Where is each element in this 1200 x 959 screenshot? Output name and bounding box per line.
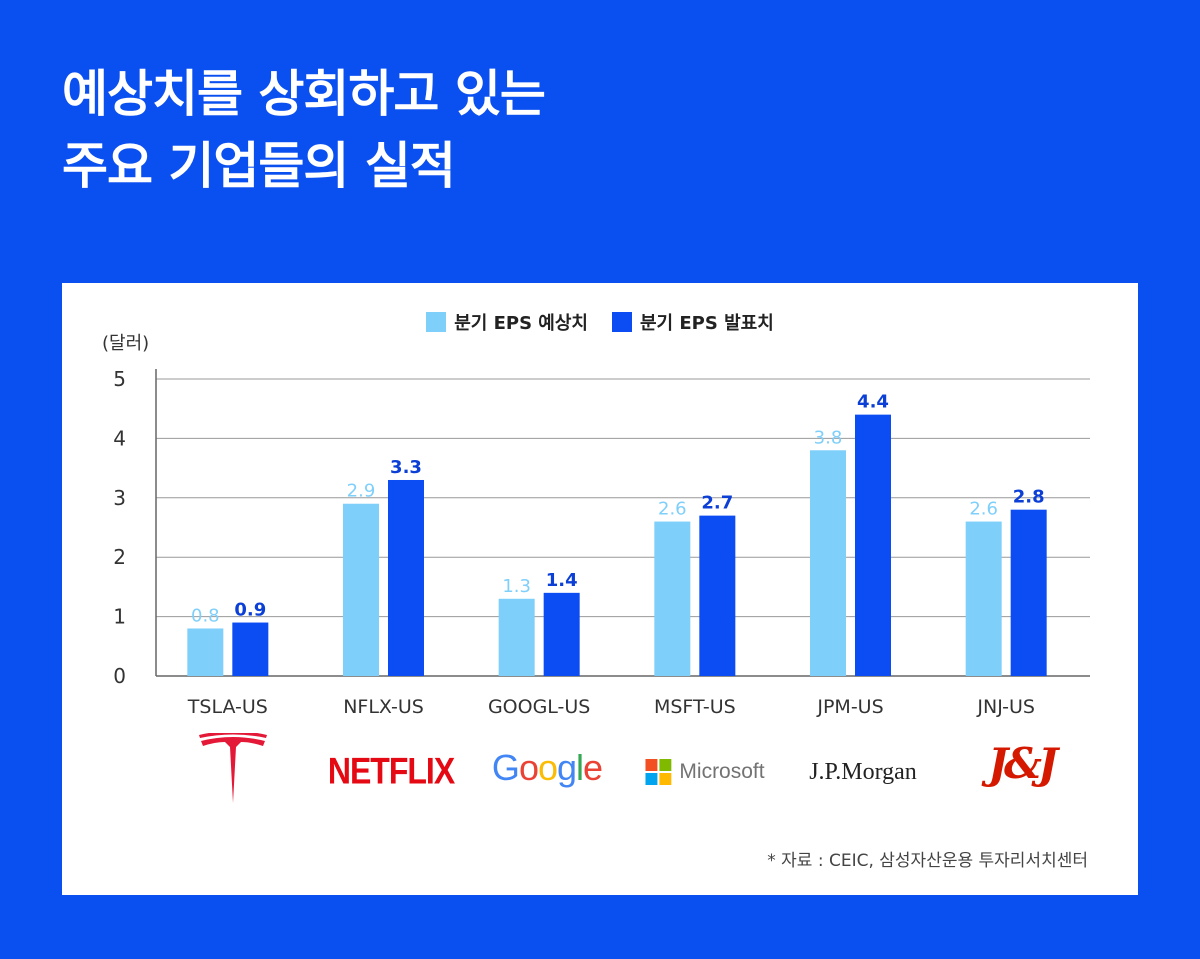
title-line-1: 예상치를 상회하고 있는 [62,65,546,123]
x-tick-label: JPM-US [816,696,883,718]
google-letter: e [583,747,603,788]
bar-actual [1010,509,1047,676]
data-label-estimate: 2.9 [347,481,376,502]
y-tick-label: 0 [113,664,126,688]
google-logo: Google [491,747,603,789]
bar-actual [699,515,736,676]
google-letter: g [557,747,577,788]
legend-label-estimate: 분기 EPS 예상치 [454,313,588,334]
microsoft-logo: Microsoft [645,759,765,785]
bar-estimate [965,521,1002,676]
data-label-estimate: 1.3 [502,576,531,597]
y-tick-label: 2 [113,545,126,569]
legend-item-estimate: 분기 EPS 예상치 [426,309,588,335]
bar-actual [855,414,891,676]
bar-estimate [498,598,535,676]
data-label-actual: 2.8 [1013,487,1045,508]
x-tick-label: NFLX-US [343,696,424,718]
chart-card: 분기 EPS 예상치 분기 EPS 발표치 (달러) 0 1 2 3 4 5 0.8 0.9 T… [62,283,1138,895]
y-tick-label: 3 [113,486,126,510]
google-letter: o [537,747,558,788]
bar-estimate [654,521,691,676]
bar-estimate [343,503,379,676]
source-note: * 자료 : CEIC, 삼성자산운용 투자리서치센터 [767,851,1088,871]
x-tick-label: GOOGL-US [488,696,590,718]
data-label-estimate: 2.6 [658,499,687,520]
page-title: 예상치를 상회하고 있는 주요 기업들의 실적 [62,58,546,202]
tesla-icon [199,731,267,803]
bar-estimate [810,450,846,676]
google-letter: l [576,747,584,788]
bar-actual [543,592,580,676]
bar-actual [388,479,424,676]
legend-swatch-actual [612,312,632,332]
netflix-logo: NETFLIX [327,750,455,792]
x-tick-label: TSLA-US [187,696,268,718]
x-tick-label: MSFT-US [654,696,736,718]
legend-item-actual: 분기 EPS 발표치 [612,309,774,335]
legend-label-actual: 분기 EPS 발표치 [640,313,774,334]
x-tick-label: JNJ-US [976,696,1035,718]
tesla-logo [195,731,271,813]
data-label-actual: 1.4 [546,570,578,591]
y-tick-label: 4 [113,426,126,450]
chart-legend: 분기 EPS 예상치 분기 EPS 발표치 [62,309,1138,335]
jpmorgan-logo: J.P.Morgan [809,759,917,785]
data-label-actual: 3.3 [390,457,422,478]
data-label-estimate: 3.8 [814,427,843,448]
bar-actual [232,622,269,676]
y-tick-label: 1 [113,605,126,629]
data-label-actual: 2.7 [701,493,733,514]
google-letter: o [518,747,539,788]
data-label-estimate: 0.8 [191,605,220,626]
company-logos: NETFLIX Google Microsoft J.P.Morgan J&J [62,731,1138,823]
microsoft-wordmark: Microsoft [679,760,765,783]
bar-estimate [187,628,224,676]
y-axis-unit-label: (달러) [102,333,150,354]
legend-swatch-estimate [426,312,447,332]
data-label-actual: 0.9 [234,600,266,621]
y-tick-label: 5 [113,367,126,391]
data-label-estimate: 2.6 [969,499,998,520]
title-line-2: 주요 기업들의 실적 [62,137,456,195]
jnj-logo: J&J [988,739,1058,788]
microsoft-icon [645,759,672,785]
bar-chart: 0 1 2 3 4 5 0.8 0.9 TSLA-US 2.9 3.3 NFLX-US 1.3 1.4 GO… [113,367,1090,718]
data-label-actual: 4.4 [857,392,889,413]
google-letter: G [491,747,520,788]
